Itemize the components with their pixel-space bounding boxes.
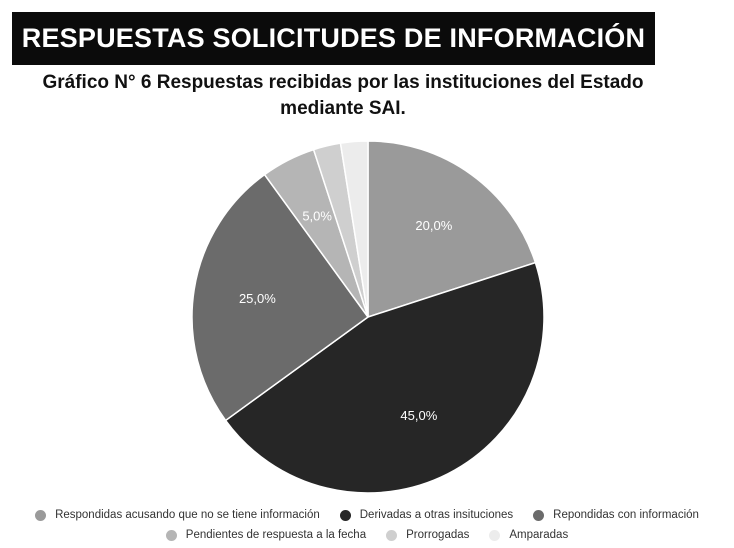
pie-slice-value-label: 20,0% — [415, 218, 452, 233]
page-banner: RESPUESTAS SOLICITUDES DE INFORMACIÓN — [12, 12, 655, 65]
legend-swatch-icon — [35, 509, 47, 521]
pie-slice-value-label: 5,0% — [302, 209, 332, 224]
pie-slice — [339, 140, 369, 318]
pie-slice — [224, 261, 545, 494]
legend-item: Repondidas con información — [533, 509, 699, 521]
legend-swatch-icon — [489, 529, 501, 541]
legend-label: Respondidas acusando que no se tiene inf… — [55, 509, 320, 521]
chart-title-line-2: mediante SAI. — [280, 98, 406, 119]
chart-title-line-1: Gráfico N° 6 Respuestas recibidas por la… — [42, 72, 644, 93]
legend-label: Amparadas — [509, 529, 569, 541]
legend-swatch-icon — [165, 529, 177, 541]
legend-item: Derivadas a otras insituciones — [339, 509, 514, 521]
legend-label: Pendientes de respuesta a la fecha — [185, 529, 367, 541]
legend-swatch-icon — [533, 509, 545, 521]
pie-slice-value-label: 25,0% — [239, 291, 276, 306]
legend-item: Amparadas — [489, 529, 568, 541]
legend-item: Prorrogadas — [386, 529, 469, 541]
legend-item: Respondidas acusando que no se tiene inf… — [35, 509, 320, 521]
legend-swatch-icon — [386, 529, 398, 541]
legend-row: Pendientes de respuesta a la fecha Prorro… — [0, 525, 734, 545]
legend-item: Pendientes de respuesta a la fecha — [165, 529, 367, 541]
pie-slice — [367, 140, 537, 319]
chart-title: Gráfico N° 6 Respuestas recibidas por la… — [0, 70, 686, 122]
legend-swatch-icon — [339, 509, 351, 521]
pie-slices — [191, 140, 545, 494]
pie-slice-value-label: 45,0% — [400, 408, 437, 423]
legend-row: Respondidas acusando que no se tiene inf… — [0, 505, 734, 525]
chart-legend: Respondidas acusando que no se tiene inf… — [0, 505, 734, 545]
legend-label: Repondidas con información — [553, 509, 699, 521]
pie-slice — [191, 173, 370, 422]
pie-labels: 20,0% 45,0% 25,0% 5,0% — [239, 209, 453, 424]
legend-label: Derivadas a otras insituciones — [359, 509, 514, 521]
legend-label: Prorrogadas — [406, 529, 470, 541]
